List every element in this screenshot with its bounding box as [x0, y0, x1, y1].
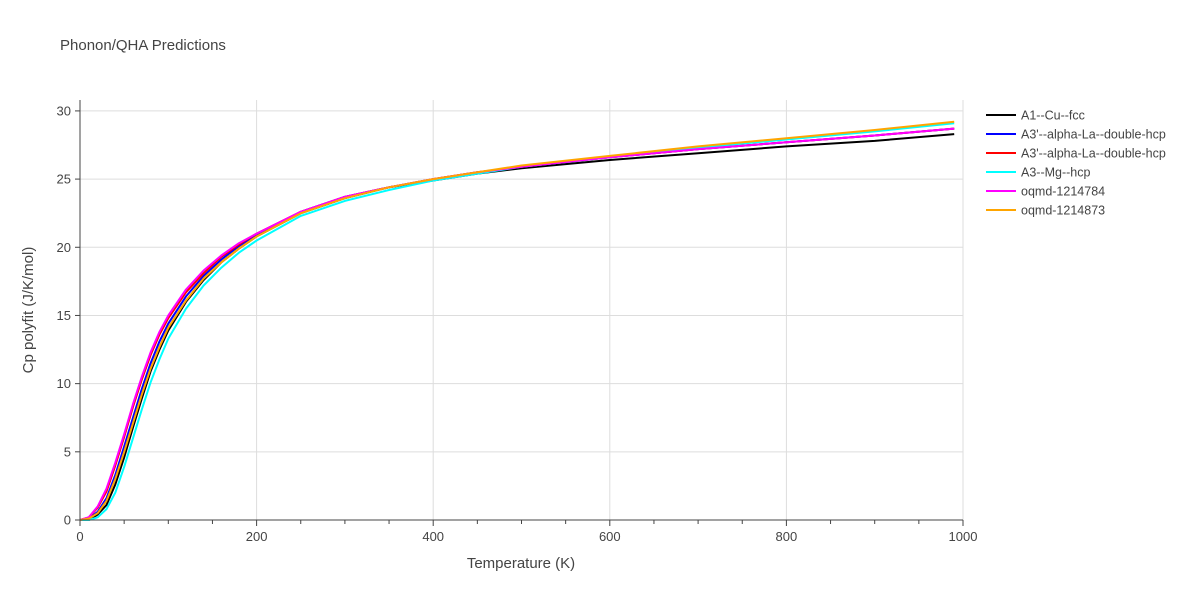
legend-label: A3--Mg--hcp — [1021, 166, 1091, 180]
x-tick-label: 1000 — [949, 529, 978, 544]
y-tick-label: 10 — [57, 376, 71, 391]
series-line-6 — [79, 120, 955, 521]
chart-title: Phonon/QHA Predictions — [60, 37, 226, 54]
legend-item[interactable]: oqmd-1214873 — [986, 204, 1105, 218]
y-tick-label: 20 — [57, 240, 71, 255]
series-lines — [79, 120, 955, 521]
legend-label: oqmd-1214784 — [1021, 185, 1105, 199]
legend-label: oqmd-1214873 — [1021, 204, 1105, 218]
legend-item[interactable]: oqmd-1214784 — [986, 185, 1105, 199]
legend-item[interactable]: A1--Cu--fcc — [986, 109, 1085, 123]
x-tick-label: 600 — [599, 529, 621, 544]
legend-item[interactable]: A3'--alpha-La--double-hcp — [986, 128, 1166, 142]
y-tick-label: 0 — [64, 513, 71, 528]
y-tick-label: 5 — [64, 444, 71, 459]
legend-label: A3'--alpha-La--double-hcp — [1021, 147, 1166, 161]
x-tick-label: 200 — [246, 529, 268, 544]
series-line-5 — [79, 127, 955, 521]
legend-item[interactable]: A3--Mg--hcp — [986, 166, 1091, 180]
legend-label: A3'--alpha-La--double-hcp — [1021, 128, 1166, 142]
y-tick-label: 25 — [57, 172, 71, 187]
y-axis-title: Cp polyfit (J/K/mol) — [20, 247, 37, 374]
legend-item[interactable]: A3'--alpha-La--double-hcp — [986, 147, 1166, 161]
legend: A1--Cu--fcc A3'--alpha-La--double-hcp A3'-… — [986, 109, 1166, 218]
x-tick-label: 800 — [776, 529, 798, 544]
y-tick-label: 15 — [57, 308, 71, 323]
grid — [80, 100, 964, 520]
x-axis-title: Temperature (K) — [467, 555, 575, 572]
tick-labels: 0 200 400 600 800 1000 0 5 10 15 20 25 30 — [57, 103, 978, 544]
x-tick-label: 0 — [76, 529, 83, 544]
y-tick-label: 30 — [57, 103, 71, 118]
x-tick-label: 400 — [422, 529, 444, 544]
legend-label: A1--Cu--fcc — [1021, 109, 1085, 123]
axes — [75, 100, 964, 526]
